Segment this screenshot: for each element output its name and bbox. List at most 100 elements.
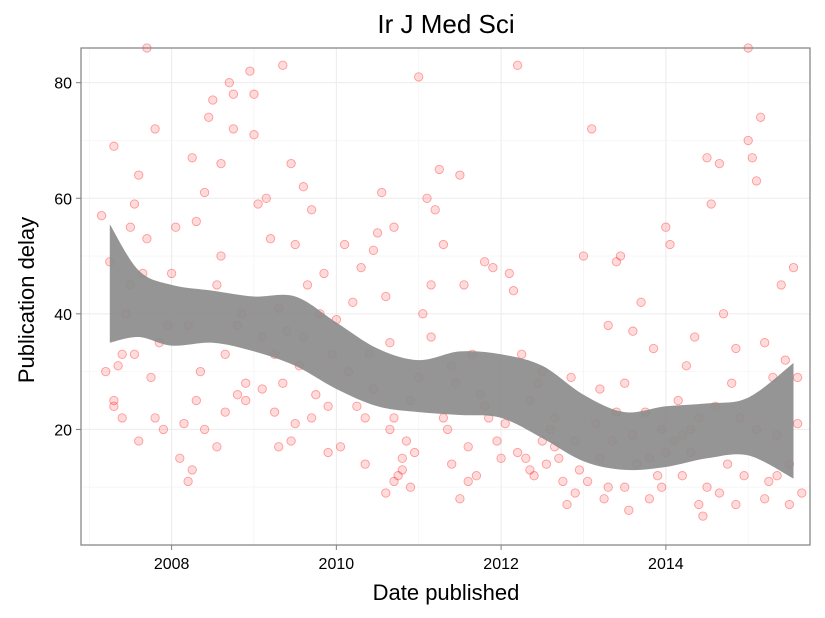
data-point (430, 205, 440, 215)
data-point (529, 471, 539, 481)
data-point (718, 309, 729, 319)
data-point (187, 465, 197, 475)
data-point (570, 488, 580, 498)
data-point (286, 436, 296, 446)
data-point (603, 320, 613, 331)
data-point (587, 124, 597, 134)
data-point (714, 488, 725, 498)
data-point (129, 199, 140, 209)
x-tick-label: 2012 (483, 556, 519, 573)
data-point (290, 418, 300, 429)
data-point (171, 222, 181, 232)
data-point (760, 494, 770, 504)
data-point (673, 395, 683, 406)
data-point (620, 378, 630, 388)
data-point (582, 476, 593, 487)
data-point (158, 424, 169, 435)
data-point (442, 424, 453, 435)
data-point (306, 205, 317, 215)
data-point (389, 413, 399, 423)
data-point (150, 413, 160, 423)
data-point (792, 418, 803, 429)
data-point (142, 234, 152, 244)
data-point (784, 499, 795, 510)
data-point (677, 471, 687, 481)
data-point (360, 459, 370, 469)
data-point (232, 390, 243, 400)
data-point (274, 442, 284, 452)
y-tick-label: 20 (54, 422, 72, 439)
data-point (212, 442, 222, 452)
confidence-band (109, 224, 794, 479)
data-point (624, 505, 634, 515)
data-point (508, 286, 519, 296)
data-point (125, 222, 136, 232)
data-point (150, 124, 160, 134)
data-point (455, 170, 465, 180)
data-point (455, 494, 465, 504)
data-point (665, 239, 675, 250)
data-point (397, 453, 407, 463)
data-point (636, 297, 646, 307)
data-point (323, 447, 333, 458)
data-point (788, 262, 799, 273)
data-point (747, 153, 757, 163)
data-point (414, 72, 424, 82)
data-point (463, 476, 473, 487)
data-point (698, 511, 708, 521)
data-point (566, 372, 576, 383)
data-point (109, 401, 119, 411)
data-point (241, 395, 251, 406)
data-point (471, 471, 482, 481)
data-point (772, 471, 782, 481)
data-point (731, 499, 741, 510)
data-point (306, 413, 317, 423)
data-point (422, 193, 432, 203)
data-point (603, 482, 613, 492)
x-tick-label: 2008 (154, 556, 190, 573)
data-point (278, 60, 288, 70)
y-tick-label: 40 (54, 307, 72, 324)
data-point (216, 251, 226, 261)
data-point (385, 424, 395, 435)
data-point (764, 476, 774, 487)
data-point (187, 153, 197, 163)
data-point (368, 245, 379, 255)
data-point (681, 361, 692, 371)
data-point (644, 494, 655, 504)
data-point (694, 499, 704, 510)
data-point (228, 89, 239, 99)
data-point (117, 349, 127, 359)
data-point (298, 182, 309, 192)
data-point (409, 447, 420, 458)
data-point (286, 158, 296, 169)
data-point (521, 453, 531, 463)
data-point (183, 476, 193, 487)
data-point (101, 366, 111, 377)
data-point (113, 361, 123, 371)
data-point (224, 78, 234, 88)
x-tick-label: 2014 (648, 556, 684, 573)
data-point (611, 257, 622, 267)
data-point (426, 332, 436, 342)
data-point (447, 459, 457, 469)
data-point (706, 199, 716, 209)
data-point (257, 384, 267, 394)
data-point (755, 112, 766, 122)
data-point (574, 465, 585, 475)
data-point (558, 476, 568, 487)
data-point (199, 187, 210, 198)
data-point (96, 210, 107, 221)
data-point (525, 465, 535, 475)
data-point (109, 141, 119, 151)
data-point (780, 355, 790, 365)
data-point (175, 453, 185, 463)
data-point (249, 130, 259, 140)
data-point (459, 280, 469, 290)
data-point (657, 482, 667, 492)
data-point (792, 372, 803, 383)
data-point (381, 291, 391, 302)
data-point (512, 60, 523, 70)
data-point (463, 442, 473, 452)
